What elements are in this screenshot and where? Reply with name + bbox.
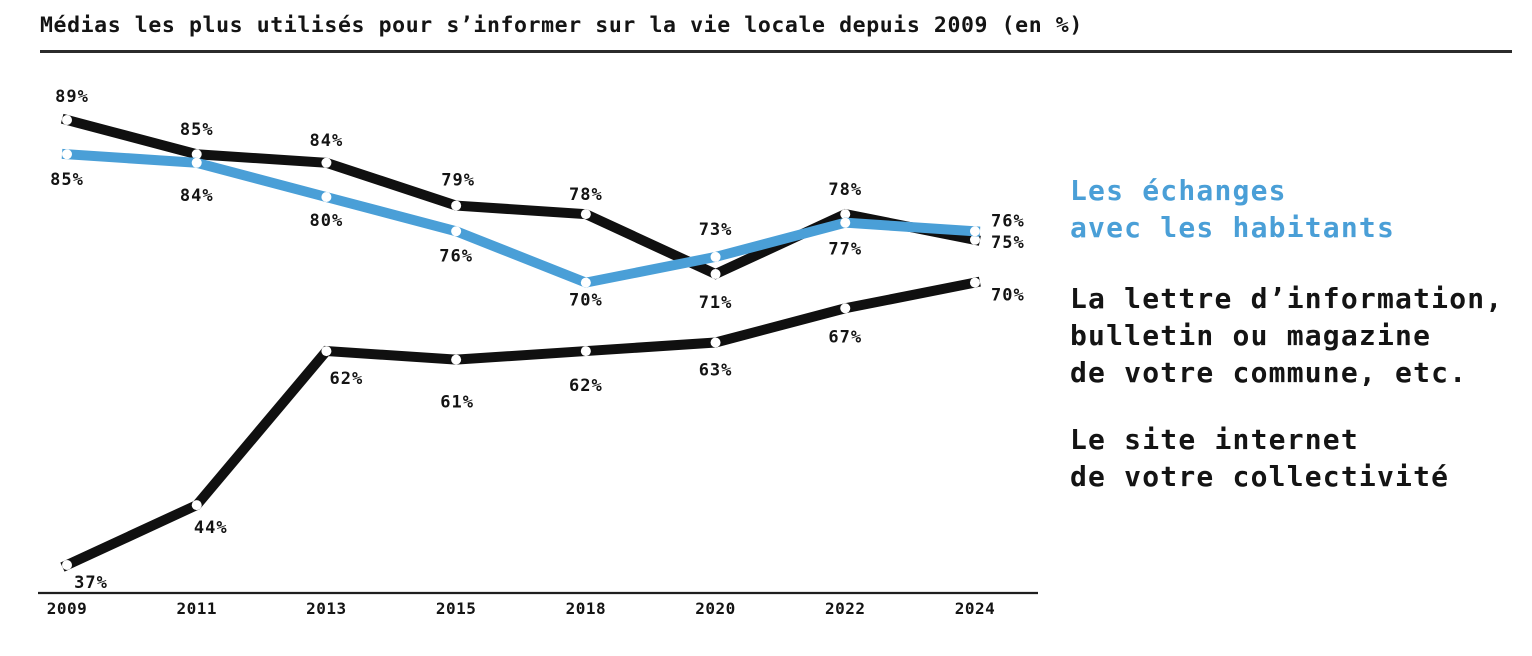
series-line-2 bbox=[60, 276, 981, 572]
data-point bbox=[321, 346, 332, 357]
data-label: 85% bbox=[50, 170, 84, 190]
x-tick-label: 2013 bbox=[306, 599, 347, 618]
data-label: 70% bbox=[569, 291, 603, 311]
data-label: 71% bbox=[699, 293, 733, 313]
data-point bbox=[969, 226, 980, 237]
x-tick-label: 2020 bbox=[695, 599, 736, 618]
data-point bbox=[62, 560, 72, 571]
data-point bbox=[321, 157, 332, 168]
legend-line: Les échanges bbox=[1070, 174, 1287, 207]
legend-line: bulletin ou magazine bbox=[1070, 319, 1432, 352]
x-tick-label: 2022 bbox=[825, 599, 866, 618]
data-label: 61% bbox=[440, 393, 474, 413]
data-label: 62% bbox=[330, 369, 364, 389]
data-point bbox=[451, 354, 462, 365]
legend-line: avec les habitants bbox=[1070, 211, 1396, 244]
data-point bbox=[580, 346, 591, 357]
data-point bbox=[451, 200, 462, 211]
series-line-1 bbox=[61, 148, 981, 288]
data-label: 85% bbox=[180, 120, 214, 140]
data-label: 89% bbox=[55, 87, 89, 107]
legend-line: La lettre d’information, bbox=[1070, 282, 1504, 315]
x-tick-label: 2015 bbox=[436, 599, 477, 618]
x-tick-label: 2024 bbox=[955, 599, 996, 618]
data-point bbox=[580, 209, 591, 220]
data-label: 78% bbox=[569, 185, 603, 205]
x-tick-label: 2011 bbox=[176, 599, 217, 618]
data-point bbox=[191, 500, 202, 511]
x-tick-label: 2018 bbox=[566, 599, 607, 618]
data-label: 77% bbox=[828, 240, 862, 260]
data-point bbox=[62, 115, 72, 125]
data-point bbox=[191, 157, 202, 168]
data-label: 78% bbox=[828, 180, 862, 200]
data-label: 80% bbox=[310, 211, 344, 231]
data-point bbox=[840, 217, 851, 228]
data-point bbox=[969, 277, 980, 288]
data-point bbox=[710, 269, 721, 280]
data-label: 84% bbox=[310, 131, 344, 151]
data-point bbox=[62, 149, 72, 160]
data-point bbox=[840, 209, 851, 220]
data-label: 37% bbox=[74, 573, 108, 593]
legend-line: Le site internet bbox=[1070, 423, 1359, 456]
data-label: 79% bbox=[441, 171, 475, 191]
legend-item-echanges: Les échanges avec les habitants bbox=[1070, 172, 1395, 246]
data-point bbox=[710, 337, 721, 348]
data-label: 76% bbox=[991, 211, 1025, 231]
data-point bbox=[580, 277, 591, 288]
data-point bbox=[840, 303, 851, 314]
legend-line: de votre commune, etc. bbox=[1070, 356, 1468, 389]
legend-line: de votre collectivité bbox=[1070, 460, 1450, 493]
data-label: 76% bbox=[439, 246, 473, 266]
data-label: 70% bbox=[991, 286, 1025, 306]
data-point bbox=[969, 234, 980, 245]
x-tick-label: 2009 bbox=[47, 599, 88, 618]
data-label: 44% bbox=[194, 518, 228, 538]
data-label: 62% bbox=[569, 376, 603, 396]
data-point bbox=[451, 226, 462, 237]
data-label: 67% bbox=[828, 327, 862, 347]
data-label: 84% bbox=[180, 186, 214, 206]
data-label: 63% bbox=[699, 361, 733, 381]
legend-item-lettre: La lettre d’information, bulletin ou mag… bbox=[1070, 280, 1503, 391]
data-label: 73% bbox=[699, 220, 733, 240]
legend-item-site: Le site internet de votre collectivité bbox=[1070, 421, 1449, 495]
chart-title: Médias les plus utilisés pour s’informer… bbox=[40, 13, 1512, 53]
data-point bbox=[191, 149, 202, 160]
data-point bbox=[321, 192, 332, 203]
data-label: 75% bbox=[991, 233, 1025, 253]
data-point bbox=[710, 251, 721, 262]
